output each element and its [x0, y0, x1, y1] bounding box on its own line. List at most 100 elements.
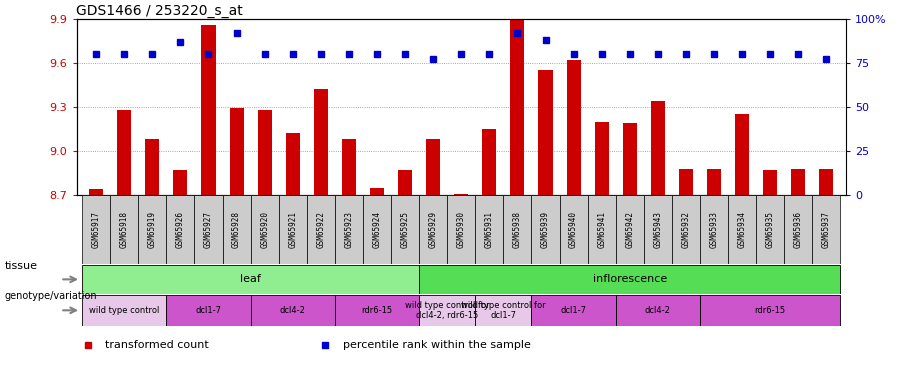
Bar: [644, 195, 672, 264]
Text: GSM65940: GSM65940: [569, 211, 578, 248]
Text: GSM65942: GSM65942: [626, 211, 634, 248]
Bar: [342, 139, 356, 195]
Bar: [728, 195, 756, 264]
Text: rdr6-15: rdr6-15: [754, 306, 786, 315]
Bar: [595, 122, 608, 195]
Text: leaf: leaf: [240, 274, 261, 284]
Text: rdr6-15: rdr6-15: [362, 306, 392, 315]
Bar: [784, 195, 813, 264]
Text: percentile rank within the sample: percentile rank within the sample: [343, 340, 531, 350]
Text: GSM65939: GSM65939: [541, 211, 550, 248]
Text: GSM65934: GSM65934: [738, 211, 747, 248]
Bar: [82, 295, 166, 326]
Text: GSM65930: GSM65930: [457, 211, 466, 248]
Bar: [250, 195, 279, 264]
Bar: [419, 195, 447, 264]
Bar: [117, 110, 131, 195]
Text: GSM65920: GSM65920: [260, 211, 269, 248]
Bar: [679, 168, 693, 195]
Text: inflorescence: inflorescence: [592, 274, 667, 284]
Bar: [447, 195, 475, 264]
Text: genotype/variation: genotype/variation: [4, 291, 97, 301]
Bar: [763, 170, 778, 195]
Bar: [82, 195, 110, 264]
Bar: [651, 101, 665, 195]
Text: GSM65917: GSM65917: [92, 211, 101, 248]
Text: dcl4-2: dcl4-2: [645, 306, 670, 315]
Bar: [145, 139, 159, 195]
Text: GSM65938: GSM65938: [513, 211, 522, 248]
Text: GSM65941: GSM65941: [598, 211, 607, 248]
Text: GSM65931: GSM65931: [485, 211, 494, 248]
Bar: [482, 129, 497, 195]
Bar: [230, 108, 244, 195]
Text: transformed count: transformed count: [105, 340, 209, 350]
Text: GSM65936: GSM65936: [794, 211, 803, 248]
Text: wild type control for
dcl1-7: wild type control for dcl1-7: [461, 301, 545, 320]
Bar: [672, 195, 700, 264]
Bar: [391, 195, 419, 264]
Bar: [279, 195, 307, 264]
Text: wild type control for
dcl4-2, rdr6-15: wild type control for dcl4-2, rdr6-15: [405, 301, 490, 320]
Bar: [314, 89, 328, 195]
Bar: [532, 195, 560, 264]
Bar: [813, 195, 841, 264]
Bar: [139, 195, 166, 264]
Bar: [454, 194, 468, 195]
Bar: [335, 295, 419, 326]
Bar: [616, 295, 700, 326]
Text: GSM65937: GSM65937: [822, 211, 831, 248]
Bar: [166, 195, 194, 264]
Bar: [166, 295, 250, 326]
Bar: [503, 195, 532, 264]
Text: dcl1-7: dcl1-7: [195, 306, 221, 315]
Bar: [426, 139, 440, 195]
Text: GSM65923: GSM65923: [345, 211, 354, 248]
Bar: [707, 168, 721, 195]
Bar: [257, 110, 272, 195]
Bar: [419, 265, 841, 294]
Bar: [307, 195, 335, 264]
Text: GSM65927: GSM65927: [204, 211, 213, 248]
Bar: [532, 295, 616, 326]
Bar: [285, 134, 300, 195]
Bar: [363, 195, 391, 264]
Bar: [335, 195, 363, 264]
Bar: [588, 195, 616, 264]
Bar: [700, 195, 728, 264]
Text: GSM65925: GSM65925: [400, 211, 410, 248]
Text: GSM65921: GSM65921: [288, 211, 297, 248]
Bar: [538, 70, 553, 195]
Bar: [623, 123, 637, 195]
Bar: [89, 189, 104, 195]
Text: GDS1466 / 253220_s_at: GDS1466 / 253220_s_at: [76, 4, 243, 18]
Bar: [174, 170, 187, 195]
Text: GSM65919: GSM65919: [148, 211, 157, 248]
Bar: [419, 295, 475, 326]
Text: GSM65922: GSM65922: [316, 211, 325, 248]
Bar: [250, 295, 335, 326]
Text: GSM65918: GSM65918: [120, 211, 129, 248]
Bar: [567, 60, 580, 195]
Text: GSM65929: GSM65929: [428, 211, 437, 248]
Text: GSM65932: GSM65932: [681, 211, 690, 248]
Bar: [82, 265, 419, 294]
Text: dcl1-7: dcl1-7: [561, 306, 587, 315]
Bar: [475, 195, 503, 264]
Bar: [560, 195, 588, 264]
Bar: [398, 170, 412, 195]
Bar: [194, 195, 222, 264]
Bar: [110, 195, 139, 264]
Text: GSM65928: GSM65928: [232, 211, 241, 248]
Bar: [370, 188, 384, 195]
Bar: [202, 25, 215, 195]
Text: GSM65935: GSM65935: [766, 211, 775, 248]
Bar: [756, 195, 784, 264]
Text: GSM65943: GSM65943: [653, 211, 662, 248]
Text: wild type control: wild type control: [89, 306, 159, 315]
Bar: [735, 114, 749, 195]
Text: tissue: tissue: [4, 261, 38, 271]
Text: GSM65924: GSM65924: [373, 211, 382, 248]
Bar: [222, 195, 250, 264]
Text: GSM65926: GSM65926: [176, 211, 184, 248]
